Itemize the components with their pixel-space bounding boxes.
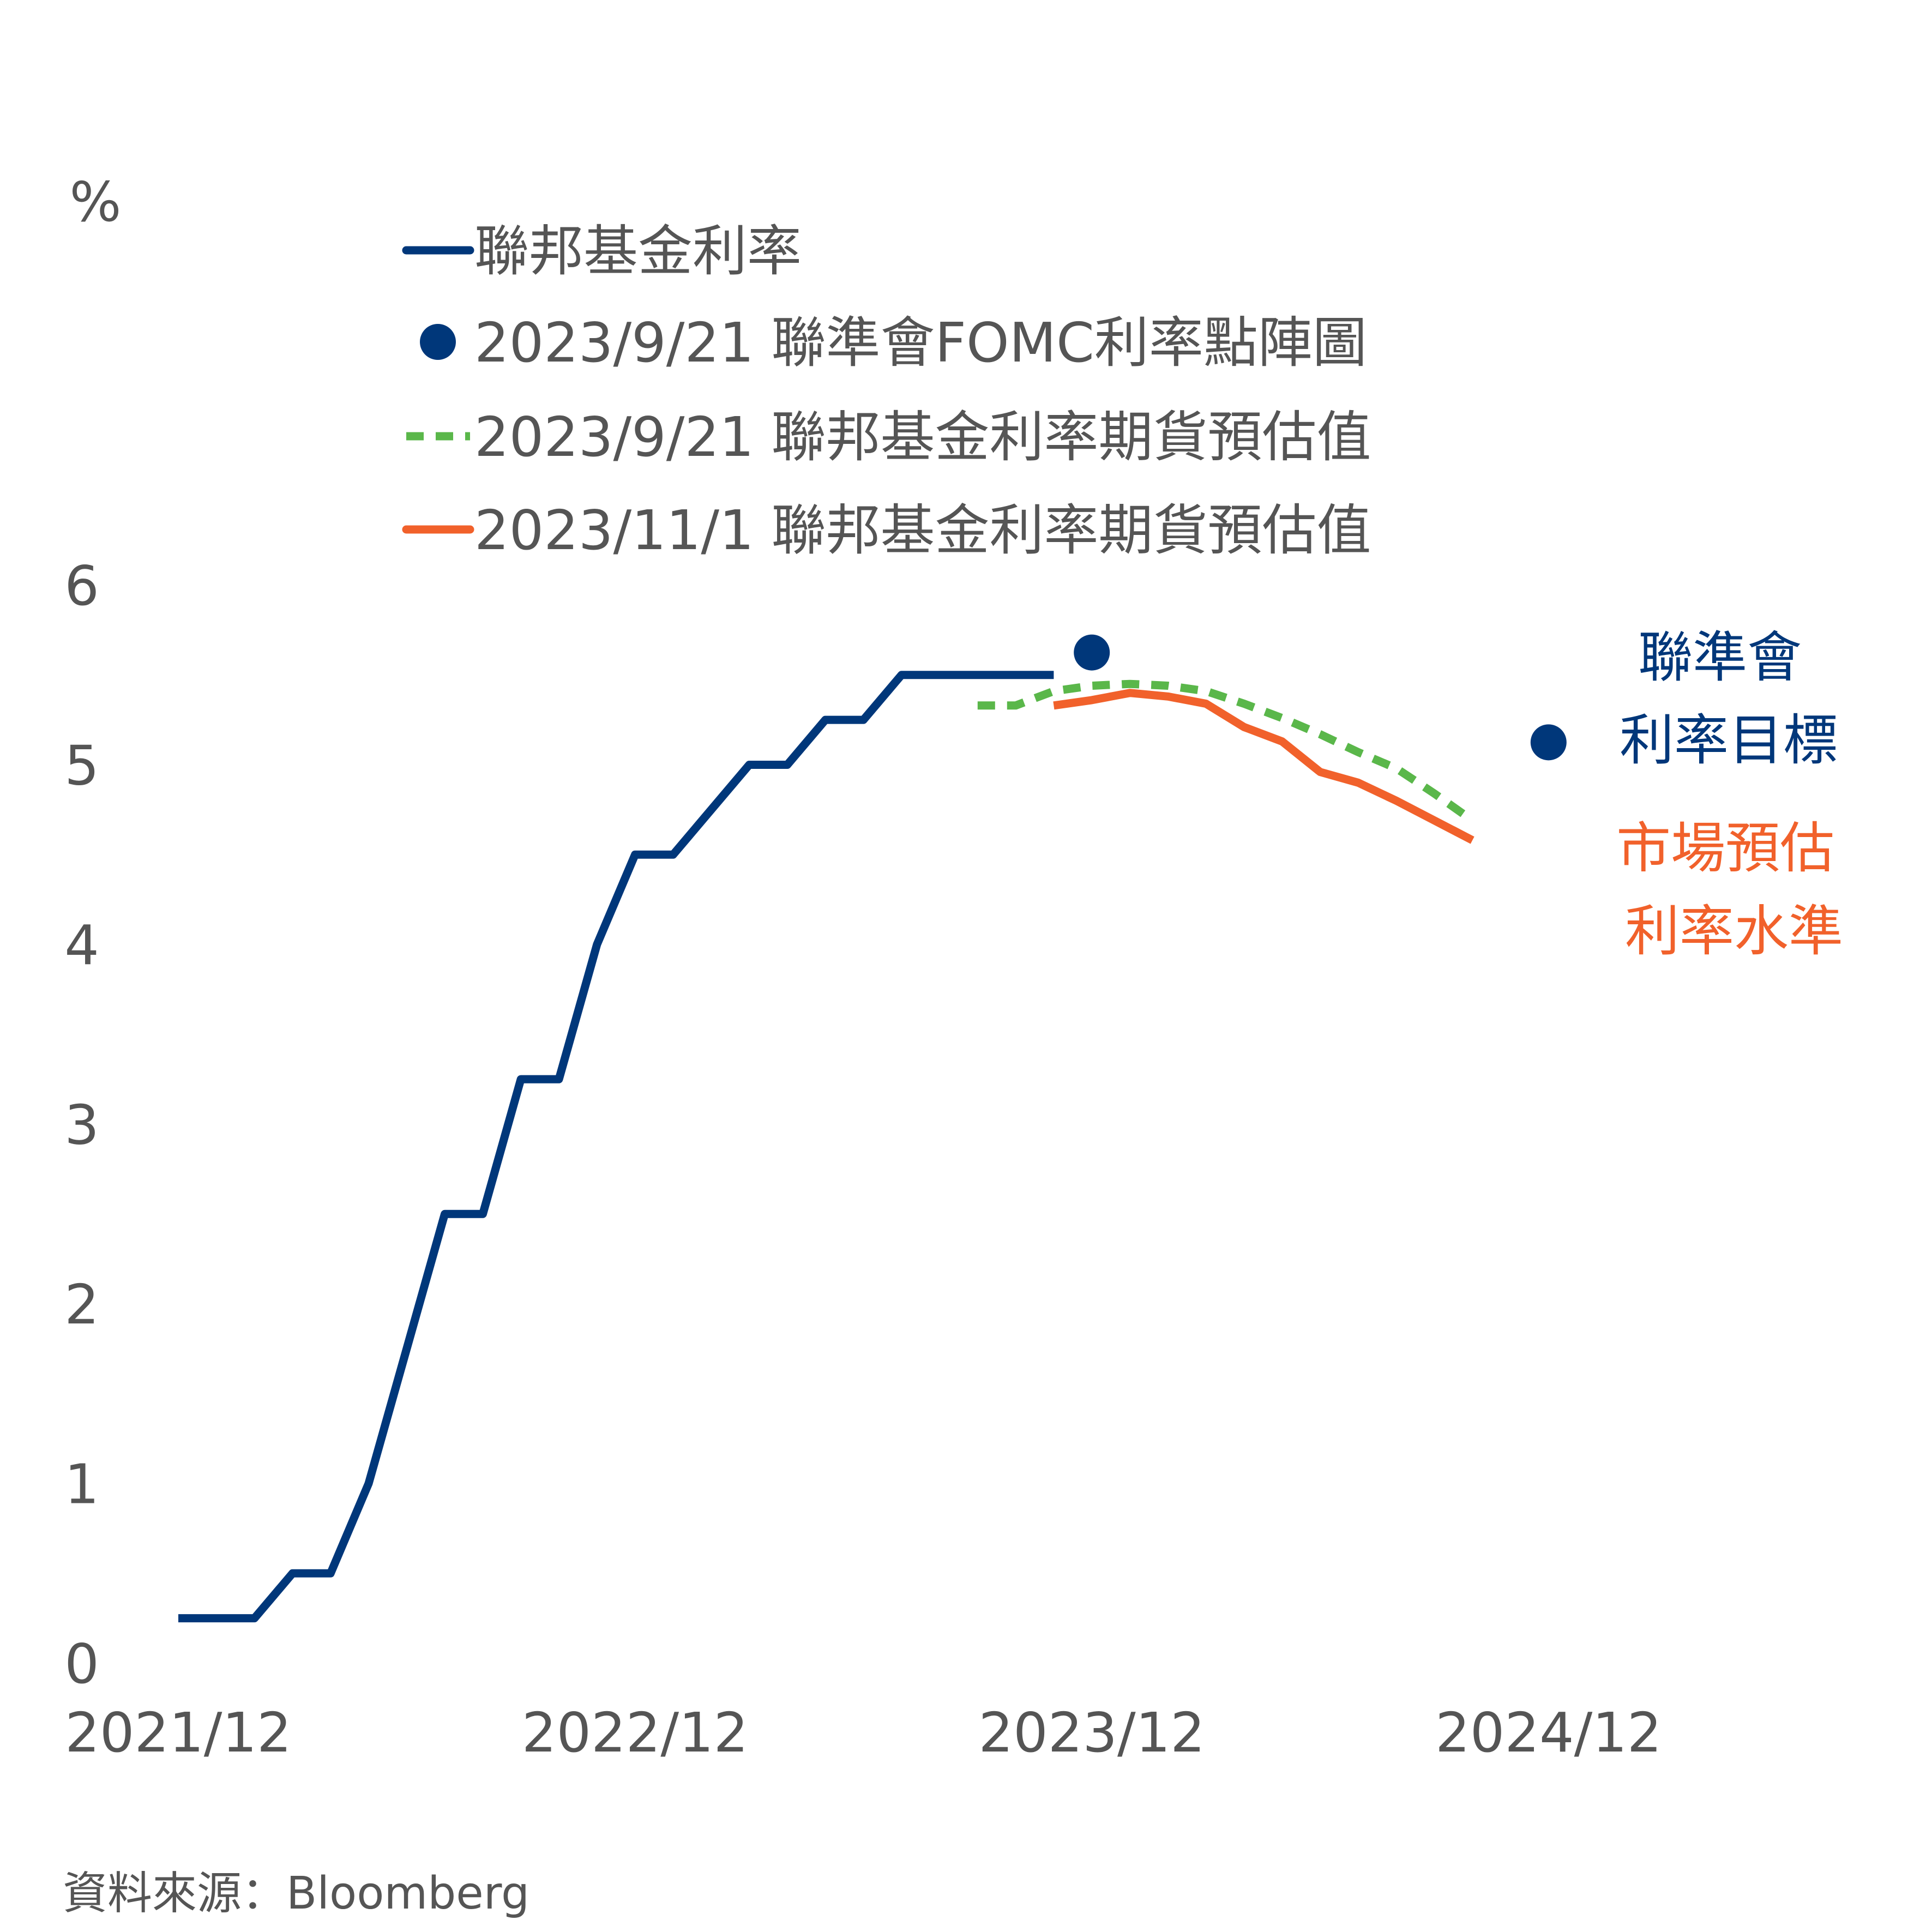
series-futures-1101-line: [1053, 689, 1474, 844]
y-tick-label: 1: [64, 1453, 99, 1516]
annotation-fed-target: 聯準會 利率目標: [1620, 625, 1838, 772]
annotation-fed-target-line-2: 利率目標: [1620, 708, 1838, 772]
legend-label-futures-1101: 2023/11/1 聯邦基金利率期貨預估值: [474, 498, 1371, 562]
annotation-market-estimate: 市場預估 利率水準: [1616, 816, 1852, 963]
series-futures-0921-line: [977, 679, 1475, 824]
x-tick-label: 2023/12: [978, 1701, 1205, 1765]
annotation-market-estimate-line-2: 利率水準: [1625, 899, 1843, 963]
legend-item-fed-funds-rate: 聯邦基金利率: [402, 219, 802, 283]
source-note: 資料來源：Bloomberg: [63, 1868, 529, 1919]
series-layer: [178, 671, 1475, 1623]
legend-item-futures-1101: 2023/11/1 聯邦基金利率期貨預估值: [402, 498, 1371, 562]
x-axis-ticks: 2021/12 2022/12 2023/12 2024/12: [65, 1701, 1662, 1765]
legend-item-futures-0921: 2023/9/21 聯邦基金利率期貨預估值: [406, 405, 1371, 469]
legend-label-futures-0921: 2023/9/21 聯邦基金利率期貨預估值: [474, 405, 1371, 469]
y-tick-label: 0: [64, 1632, 99, 1696]
legend-item-fomc-dot-plot: 2023/9/21 聯準會FOMC利率點陣圖: [420, 311, 1367, 375]
legend: 聯邦基金利率 2023/9/21 聯準會FOMC利率點陣圖 2023/9/21 …: [402, 219, 1371, 562]
y-axis-ticks: 0 1 2 3 4 5 6: [64, 554, 99, 1696]
y-tick-label: 2: [64, 1273, 99, 1337]
annotation-market-estimate-line-1: 市場預估: [1616, 816, 1834, 880]
series-fed-funds-rate-line: [178, 671, 1054, 1623]
legend-label-fed-funds-rate: 聯邦基金利率: [474, 219, 802, 283]
fomc-dot-marker: [1530, 724, 1567, 761]
y-tick-label: 6: [64, 554, 99, 618]
y-axis-unit: %: [69, 170, 121, 234]
x-tick-label: 2022/12: [522, 1701, 748, 1765]
legend-label-fomc-dot-plot: 2023/9/21 聯準會FOMC利率點陣圖: [474, 311, 1367, 375]
y-tick-label: 3: [64, 1093, 99, 1157]
y-tick-label: 4: [64, 913, 99, 977]
dot-plot-layer: [1074, 634, 1567, 761]
fomc-dot-marker: [1074, 634, 1110, 671]
annotation-fed-target-line-1: 聯準會: [1638, 625, 1802, 689]
y-tick-label: 5: [64, 734, 99, 798]
x-tick-label: 2021/12: [65, 1701, 291, 1765]
x-tick-label: 2024/12: [1435, 1701, 1662, 1765]
legend-dot-swatch: [420, 324, 456, 360]
